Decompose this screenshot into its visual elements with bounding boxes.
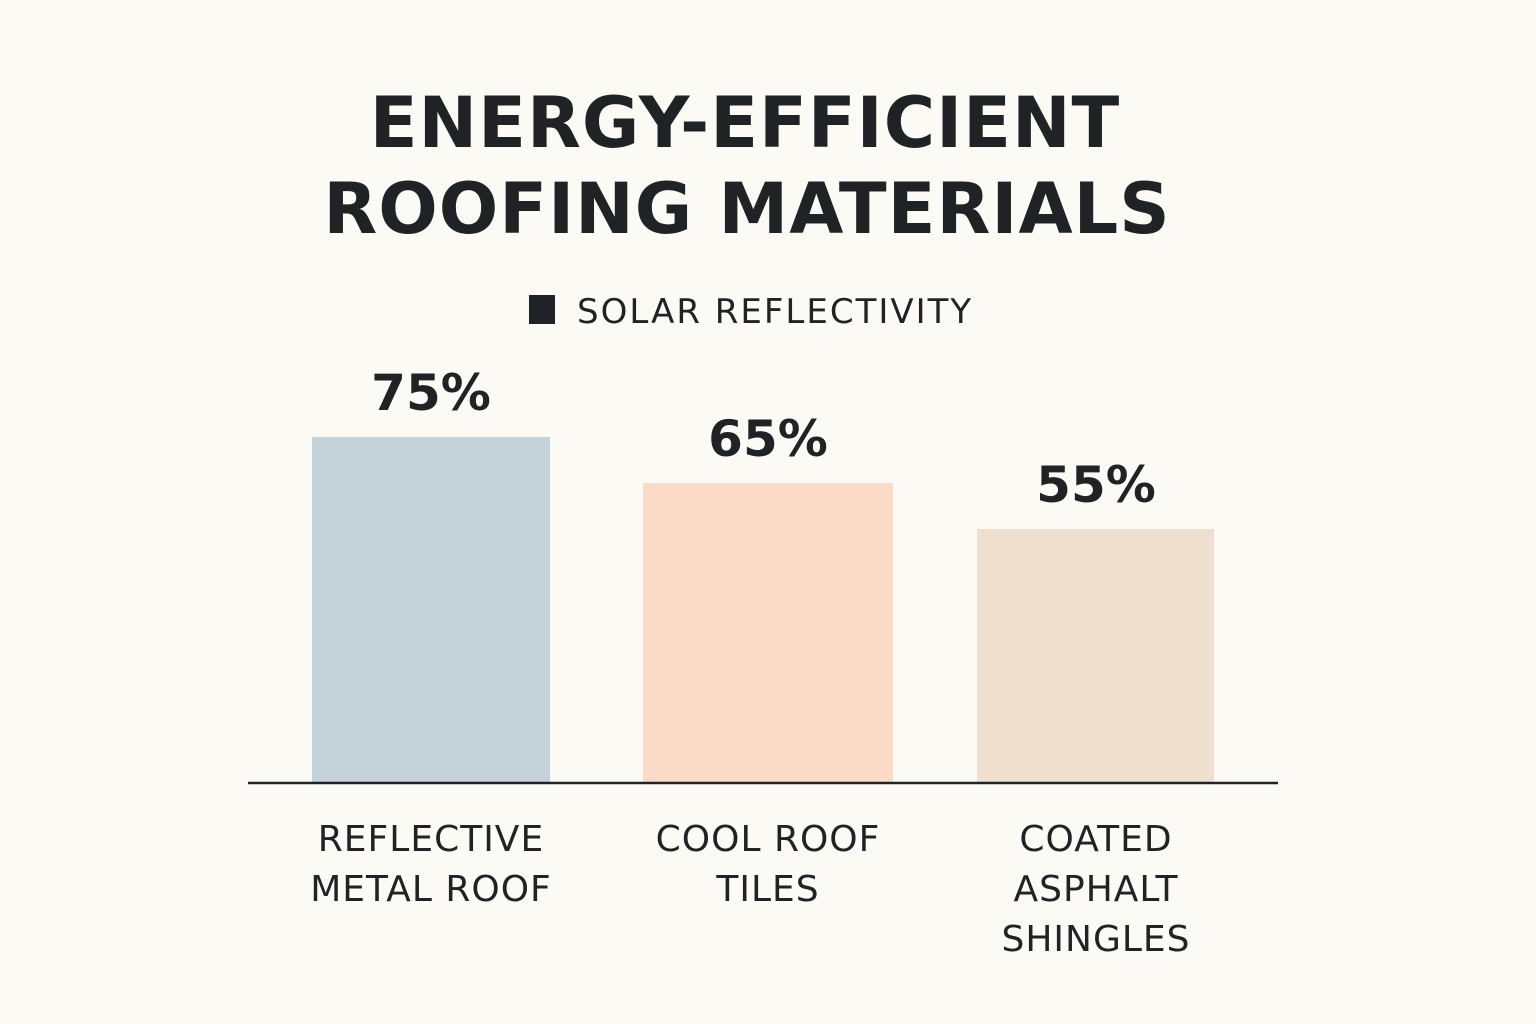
bar-value-label-2: 65% xyxy=(708,410,828,468)
bar-value-label-1: 75% xyxy=(371,364,491,422)
chart-title-line-1: ENERGY-EFFICIENT xyxy=(370,82,1121,164)
bars-group: 75% REFLECTIVE METAL ROOF 65% COOL ROOF TILES… xyxy=(310,364,1214,960)
category-label-3-line-3: SHINGLES xyxy=(1001,919,1190,960)
category-label-1-line-2: METAL ROOF xyxy=(310,869,552,910)
category-label-2-line-1: COOL ROOF xyxy=(656,819,881,860)
bar-2 xyxy=(643,483,893,782)
bar-1 xyxy=(312,437,550,782)
category-label-2-line-2: TILES xyxy=(715,869,819,910)
bar-3 xyxy=(977,529,1214,782)
category-label-1-line-1: REFLECTIVE xyxy=(318,819,544,860)
legend-label: SOLAR REFLECTIVITY xyxy=(577,292,973,332)
legend-swatch xyxy=(529,295,555,324)
bar-value-label-3: 55% xyxy=(1036,456,1156,514)
category-label-3-line-2: ASPHALT xyxy=(1014,869,1179,910)
chart-title-line-2: ROOFING MATERIALS xyxy=(323,168,1170,250)
category-label-3-line-1: COATED xyxy=(1019,819,1172,860)
